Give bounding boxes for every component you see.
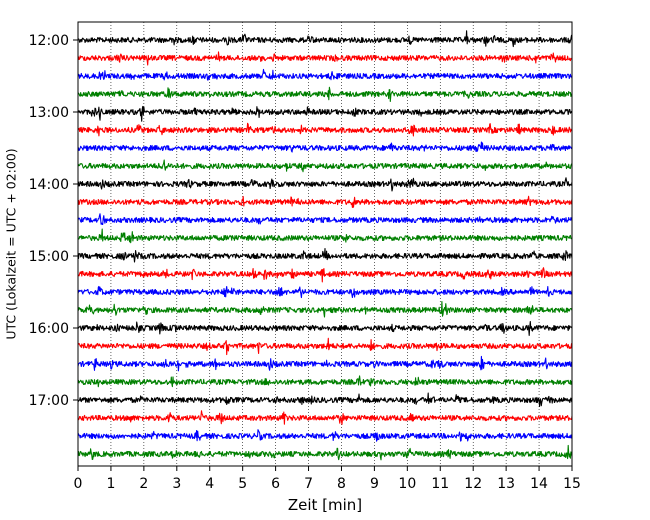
trace-1615 bbox=[77, 337, 573, 356]
x-tick-label: 1 bbox=[106, 476, 115, 492]
trace-1645 bbox=[77, 375, 573, 388]
trace-1715 bbox=[77, 410, 573, 425]
trace-1430 bbox=[77, 213, 573, 225]
x-tick-label: 11 bbox=[431, 476, 449, 492]
grid bbox=[110, 22, 540, 466]
x-tick-label: 15 bbox=[563, 476, 581, 492]
trace-1330 bbox=[77, 141, 573, 153]
x-tick-label: 7 bbox=[304, 476, 313, 492]
trace-1415 bbox=[77, 195, 573, 208]
trace-1345 bbox=[77, 159, 573, 173]
trace-1730 bbox=[77, 429, 573, 442]
trace-1545 bbox=[77, 300, 573, 318]
y-axis-ticks: 12:00 13:00 14:00 15:00 16:00 17:00 bbox=[29, 33, 78, 409]
trace-1230 bbox=[77, 68, 573, 81]
plot-frame bbox=[77, 21, 573, 467]
trace-1200 bbox=[77, 30, 573, 48]
y-tick-label: 16:00 bbox=[29, 321, 69, 337]
x-tick-label: 3 bbox=[172, 476, 181, 492]
trace-1600 bbox=[77, 321, 573, 336]
trace-1245 bbox=[77, 86, 573, 103]
traces bbox=[77, 30, 573, 461]
x-axis-ticks: 0 1 2 3 4 5 6 7 8 9 10 11 12 13 14 15 bbox=[74, 466, 581, 492]
x-tick-label: 4 bbox=[205, 476, 214, 492]
trace-1445 bbox=[77, 228, 573, 244]
x-tick-label: 2 bbox=[139, 476, 148, 492]
trace-1315 bbox=[77, 122, 573, 137]
x-tick-label: 13 bbox=[497, 476, 515, 492]
x-tick-label: 8 bbox=[337, 476, 346, 492]
y-tick-label: 13:00 bbox=[29, 105, 69, 121]
y-tick-label: 17:00 bbox=[29, 393, 69, 409]
y-tick-label: 15:00 bbox=[29, 249, 69, 265]
x-tick-label: 9 bbox=[370, 476, 379, 492]
x-tick-label: 6 bbox=[271, 476, 280, 492]
x-tick-label: 0 bbox=[74, 476, 83, 492]
trace-1500 bbox=[77, 248, 573, 263]
trace-1215 bbox=[77, 51, 573, 66]
x-tick-label: 14 bbox=[530, 476, 548, 492]
trace-1700 bbox=[77, 392, 573, 407]
trace-1530 bbox=[77, 285, 573, 299]
x-tick-label: 5 bbox=[238, 476, 247, 492]
y-tick-label: 14:00 bbox=[29, 177, 69, 193]
x-tick-label: 12 bbox=[464, 476, 482, 492]
trace-1300 bbox=[77, 105, 573, 122]
x-tick-label: 10 bbox=[398, 476, 416, 492]
x-axis-title: Zeit [min] bbox=[288, 496, 362, 514]
trace-1630 bbox=[77, 355, 573, 372]
trace-1400 bbox=[77, 177, 573, 192]
trace-1745 bbox=[77, 444, 573, 461]
trace-1515 bbox=[77, 267, 573, 283]
y-tick-label: 12:00 bbox=[29, 33, 69, 49]
y-axis-title: UTC (Lokalzeit = UTC + 02:00) bbox=[4, 148, 19, 339]
